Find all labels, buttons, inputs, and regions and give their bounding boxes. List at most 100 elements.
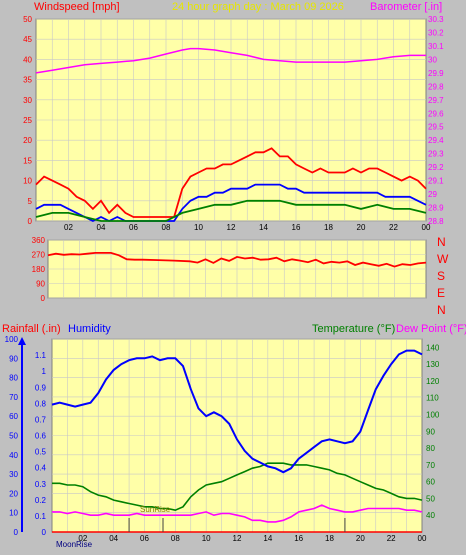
y-tick-right: 28.9 xyxy=(428,204,444,213)
y-tick-right: 29 xyxy=(428,190,437,199)
x-tick-label: 00 xyxy=(422,223,431,232)
y-tick-rain: 0 xyxy=(42,528,47,537)
y-tick-direction: 180 xyxy=(32,265,46,274)
x-tick-label: 14 xyxy=(263,534,272,543)
x-tick-label: 08 xyxy=(171,534,180,543)
dewpoint-label: Dew Point (°F) xyxy=(396,323,466,335)
y-tick-humidity: 80 xyxy=(9,374,18,383)
y-tick-left: 20 xyxy=(23,136,32,145)
y-tick-temperature: 80 xyxy=(426,444,435,453)
x-tick-label: 02 xyxy=(78,534,87,543)
y-tick-right: 29.8 xyxy=(428,82,444,91)
x-tick-label: 04 xyxy=(109,534,118,543)
x-tick-label: 04 xyxy=(97,223,106,232)
series-barometer xyxy=(35,47,426,74)
series-wind-average xyxy=(35,183,427,223)
y-tick-right: 28.8 xyxy=(428,217,444,226)
moonrise-label: MoonRise xyxy=(56,540,93,549)
rain-humidity-temp-series xyxy=(51,349,423,533)
y-tick-left: 10 xyxy=(23,177,32,186)
y-tick-right: 29.1 xyxy=(428,177,444,186)
x-tick-label: 16 xyxy=(294,534,303,543)
y-tick-right: 29.6 xyxy=(428,109,444,118)
x-tick-label: 12 xyxy=(233,534,242,543)
y-tick-humidity: 20 xyxy=(9,489,18,498)
series-wind-direction xyxy=(47,251,427,268)
compass-label: W xyxy=(437,252,449,266)
y-tick-rain: 1 xyxy=(42,367,47,376)
y-tick-humidity: 70 xyxy=(9,393,18,402)
y-tick-temperature: 130 xyxy=(426,360,440,369)
y-tick-humidity: 30 xyxy=(9,470,18,479)
sunrise-label: SunRise xyxy=(140,505,171,514)
y-tick-humidity: 10 xyxy=(9,509,18,518)
y-tick-rain: 0.3 xyxy=(35,480,47,489)
compass-label: E xyxy=(437,286,445,300)
y-tick-temperature: 70 xyxy=(426,461,435,470)
y-tick-temperature: 50 xyxy=(426,494,435,503)
wind-baro-axes: 0 5 10 15 20 25 30 35 40 45 50 28.8 28.9 29 29.1 29.2 29… xyxy=(23,15,444,232)
y-tick-rain: 0.6 xyxy=(35,432,47,441)
y-tick-left: 25 xyxy=(23,116,32,125)
x-tick-label: 00 xyxy=(418,534,427,543)
x-tick-label: 12 xyxy=(227,223,236,232)
x-tick-label: 22 xyxy=(389,223,398,232)
y-tick-left: 40 xyxy=(23,55,32,64)
y-tick-rain: 0.9 xyxy=(35,383,47,392)
y-tick-temperature: 60 xyxy=(426,478,435,487)
series-wind-low xyxy=(35,199,427,222)
y-tick-left: 5 xyxy=(28,197,33,206)
x-tick-label: 20 xyxy=(357,223,366,232)
y-tick-humidity: 40 xyxy=(9,451,18,460)
y-tick-left: 50 xyxy=(23,15,32,24)
wind-direction-axes: 0 90 180 270 360 xyxy=(32,236,46,303)
x-tick-label: 10 xyxy=(202,534,211,543)
y-tick-direction: 0 xyxy=(41,294,46,303)
rainfall-label: Rainfall (.in) xyxy=(2,323,61,335)
compass-label: S xyxy=(437,269,445,283)
x-tick-label: 02 xyxy=(64,223,73,232)
y-tick-humidity: 0 xyxy=(14,528,19,537)
x-tick-label: 14 xyxy=(259,223,268,232)
y-tick-temperature: 120 xyxy=(426,377,440,386)
y-tick-right: 29.5 xyxy=(428,123,444,132)
y-tick-left: 0 xyxy=(28,217,33,226)
y-tick-left: 35 xyxy=(23,76,32,85)
humidity-axis-arrow xyxy=(18,337,26,345)
y-tick-left: 30 xyxy=(23,96,32,105)
y-tick-left: 45 xyxy=(23,35,32,44)
series-humidity xyxy=(51,349,423,474)
windspeed-label: Windspeed [mph] xyxy=(34,1,120,13)
x-tick-label: 06 xyxy=(140,534,149,543)
wind-baro-grid xyxy=(36,18,426,222)
x-tick-label: 10 xyxy=(194,223,203,232)
y-tick-right: 29.7 xyxy=(428,96,444,105)
wind-direction-series xyxy=(47,251,427,268)
series-dew-point xyxy=(52,504,423,523)
compass-label: N xyxy=(437,235,446,249)
y-tick-right: 29.2 xyxy=(428,163,444,172)
x-tick-label: 06 xyxy=(129,223,138,232)
x-tick-label: 16 xyxy=(292,223,301,232)
y-tick-temperature: 40 xyxy=(426,511,435,520)
y-tick-right: 30 xyxy=(428,55,437,64)
wind-direction-grid xyxy=(48,239,426,299)
x-tick-label: 08 xyxy=(162,223,171,232)
y-tick-right: 30.1 xyxy=(428,42,444,51)
series-wind-gust xyxy=(35,147,427,218)
y-tick-right: 29.9 xyxy=(428,69,444,78)
barometer-label: Barometer [.in] xyxy=(370,1,442,13)
y-tick-right: 30.3 xyxy=(428,15,444,24)
y-tick-temperature: 140 xyxy=(426,343,440,352)
y-tick-direction: 270 xyxy=(32,251,46,260)
wind-baro-series xyxy=(35,47,427,223)
y-tick-right: 30.2 xyxy=(428,28,444,37)
y-tick-rain: 0.5 xyxy=(35,448,47,457)
y-tick-direction: 360 xyxy=(32,236,46,245)
y-tick-rain: 0.4 xyxy=(35,464,47,473)
y-tick-direction: 90 xyxy=(36,280,45,289)
series-temperature xyxy=(52,462,423,512)
y-tick-rain: 0.7 xyxy=(35,415,47,424)
